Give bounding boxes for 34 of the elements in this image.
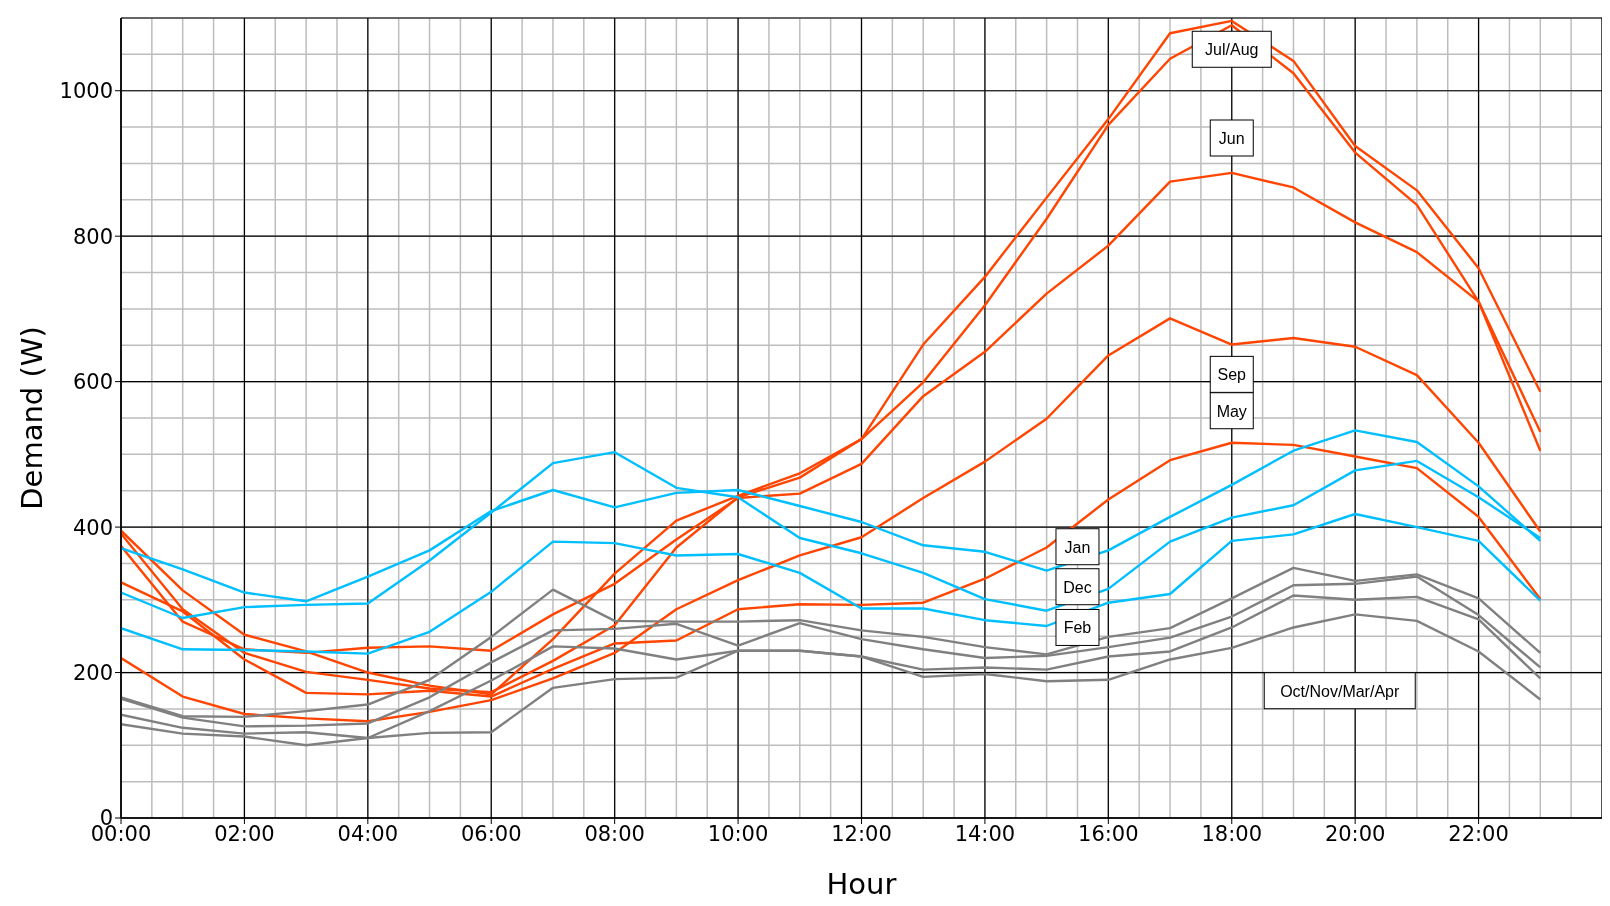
x-tick-label: 20:00 xyxy=(1324,821,1386,846)
x-tick-label: 06:00 xyxy=(460,821,522,846)
label-box: Jan xyxy=(1055,528,1100,566)
label-box: Jul/Aug xyxy=(1191,30,1272,68)
label-box: Oct/Nov/Mar/Apr xyxy=(1263,672,1416,710)
x-tick-label: 18:00 xyxy=(1201,821,1263,846)
annotation: Jun xyxy=(1218,130,1245,147)
label-box: Sep xyxy=(1209,355,1254,393)
x-axis-title: Hour xyxy=(826,867,897,901)
x-tick-label: 22:00 xyxy=(1448,821,1509,846)
annotation: May xyxy=(1216,402,1247,420)
annotation: Jul/Aug xyxy=(1205,41,1259,59)
x-tick-label: 04:00 xyxy=(337,821,399,846)
annotation: Sep xyxy=(1217,366,1247,384)
label-box: Feb xyxy=(1055,608,1100,646)
annotation: Dec xyxy=(1063,578,1092,596)
annotation: Oct/Nov/Mar/Apr xyxy=(1280,682,1400,700)
y-tick-label: 400 xyxy=(72,515,113,540)
annotation: Jan xyxy=(1064,538,1091,556)
x-tick-label: 16:00 xyxy=(1078,821,1139,846)
y-tick-label: 600 xyxy=(72,370,113,395)
label-box: Jun xyxy=(1209,119,1254,157)
x-tick-label: 02:00 xyxy=(214,821,275,846)
x-tick-label: 14:00 xyxy=(954,821,1016,846)
label-box: May xyxy=(1209,392,1254,430)
x-tick-label: 08:00 xyxy=(584,821,645,846)
annotation: Feb xyxy=(1063,619,1092,637)
y-tick-label: 200 xyxy=(72,661,113,685)
y-tick-label: 800 xyxy=(72,224,113,249)
x-tick-label: 12:00 xyxy=(831,821,892,846)
y-axis-title: Demand (W) xyxy=(15,326,49,510)
y-tick-label: 1000 xyxy=(59,79,113,104)
label-box: Dec xyxy=(1055,568,1100,606)
x-tick-label: 10:00 xyxy=(707,821,769,846)
